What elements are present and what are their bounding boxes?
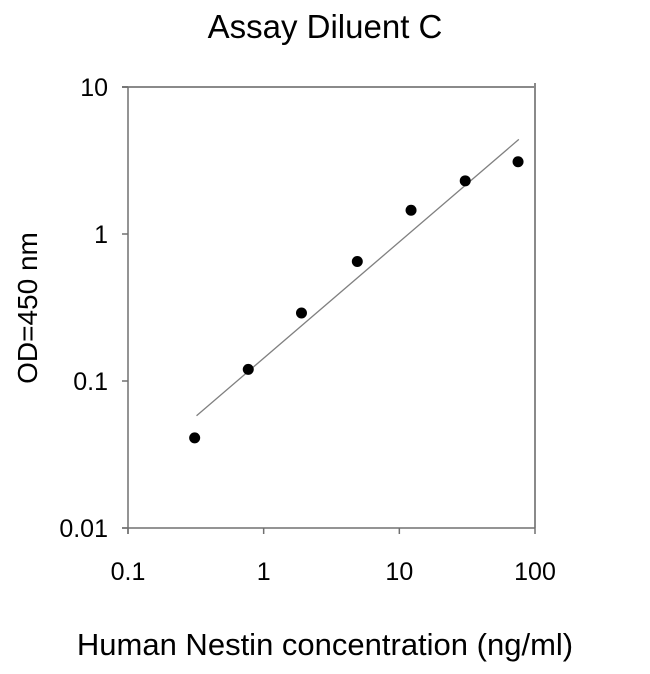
chart-title: Assay Diluent C <box>207 8 443 45</box>
data-point <box>512 156 524 168</box>
y-tick-label: 0.01 <box>59 515 108 543</box>
x-tick-label: 0.1 <box>111 558 146 586</box>
data-point <box>295 307 307 319</box>
x-axis-label: Human Nestin concentration (ng/ml) <box>76 627 574 662</box>
y-tick-label: 10 <box>80 74 108 102</box>
x-tick-label: 10 <box>385 558 413 586</box>
x-tick-label: 100 <box>514 558 556 586</box>
data-point <box>189 432 201 444</box>
data-point <box>405 204 417 216</box>
y-tick-label: 1 <box>94 221 108 249</box>
data-point <box>459 175 471 187</box>
x-tick-label: 1 <box>257 558 271 586</box>
data-point <box>351 256 363 268</box>
y-tick-label: 0.1 <box>73 368 108 396</box>
data-point <box>242 363 254 375</box>
